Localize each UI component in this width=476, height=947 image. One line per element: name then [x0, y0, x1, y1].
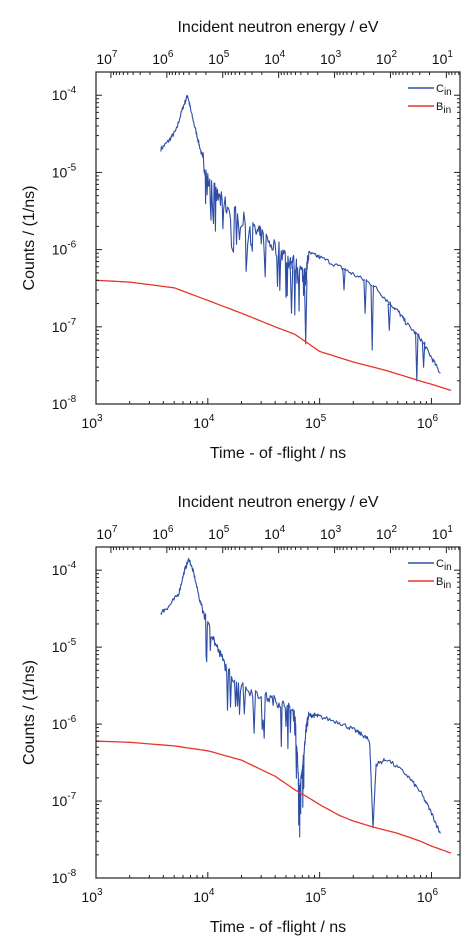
- series-line-c-in: [160, 95, 441, 382]
- x2-tick-label: 107: [96, 49, 118, 67]
- x-tick-label: 105: [305, 413, 327, 431]
- series-line-b-in: [96, 740, 452, 854]
- x-tick-label: 104: [193, 413, 215, 431]
- x-axis-label: Time - of -flight / ns: [210, 445, 346, 462]
- y-tick-label: 10-8: [52, 868, 77, 886]
- x2-tick-label: 101: [432, 524, 454, 542]
- chart-panel-1: 103 104 105 106 Time - of -flight / ns 107 106…: [21, 19, 461, 462]
- y-tick-label: 10-5: [52, 162, 77, 180]
- x2-axis-label: Incident neutron energy / eV: [177, 494, 378, 511]
- plot-area: [96, 557, 452, 854]
- x2-axis-label: Incident neutron energy / eV: [177, 19, 378, 36]
- y-axis-label: Counts / (1/ns): [21, 186, 38, 291]
- x2-tick-label: 103: [320, 49, 342, 67]
- legend-label: Bin: [436, 576, 451, 591]
- series-line-b-in: [96, 279, 452, 392]
- legend-label: Cin: [436, 558, 452, 573]
- x2-tick-label: 102: [376, 524, 398, 542]
- x-tick-label: 103: [81, 887, 103, 905]
- x2-tick-label: 106: [152, 524, 174, 542]
- x2-tick-label: 105: [208, 49, 230, 67]
- y-tick-label: 10-7: [52, 317, 77, 335]
- x-tick-label: 103: [81, 413, 103, 431]
- x2-tick-label: 104: [264, 49, 286, 67]
- x2-tick-label: 107: [96, 524, 118, 542]
- y-tick-label: 10-6: [52, 714, 77, 732]
- x2-tick-label: 103: [320, 524, 342, 542]
- x-axis-label: Time - of -flight / ns: [210, 919, 346, 936]
- chart-panel-2: 103 104 105 106 Time - of -flight / ns 107 106…: [21, 494, 461, 936]
- y-tick-label: 10-4: [52, 85, 77, 103]
- x2-tick-label: 101: [432, 49, 454, 67]
- legend-label: Bin: [436, 101, 451, 116]
- x2-tick-label: 102: [376, 49, 398, 67]
- y-tick-label: 10-6: [52, 240, 77, 258]
- y-tick-label: 10-4: [52, 560, 77, 578]
- x-tick-label: 106: [417, 413, 439, 431]
- x2-tick-label: 104: [264, 524, 286, 542]
- y-tick-label: 10-5: [52, 637, 77, 655]
- x-tick-label: 106: [417, 887, 439, 905]
- y-tick-label: 10-8: [52, 394, 77, 412]
- y-tick-label: 10-7: [52, 791, 77, 809]
- series-line-c-in: [160, 557, 441, 838]
- plot-frame: [95, 546, 461, 879]
- y-axis-label: Counts / (1/ns): [21, 660, 38, 765]
- x-tick-label: 104: [193, 887, 215, 905]
- x-tick-label: 105: [305, 887, 327, 905]
- x2-tick-label: 105: [208, 524, 230, 542]
- plot-area: [96, 95, 452, 392]
- plot-frame: [95, 71, 461, 405]
- legend-label: Cin: [436, 83, 452, 98]
- x2-tick-label: 106: [152, 49, 174, 67]
